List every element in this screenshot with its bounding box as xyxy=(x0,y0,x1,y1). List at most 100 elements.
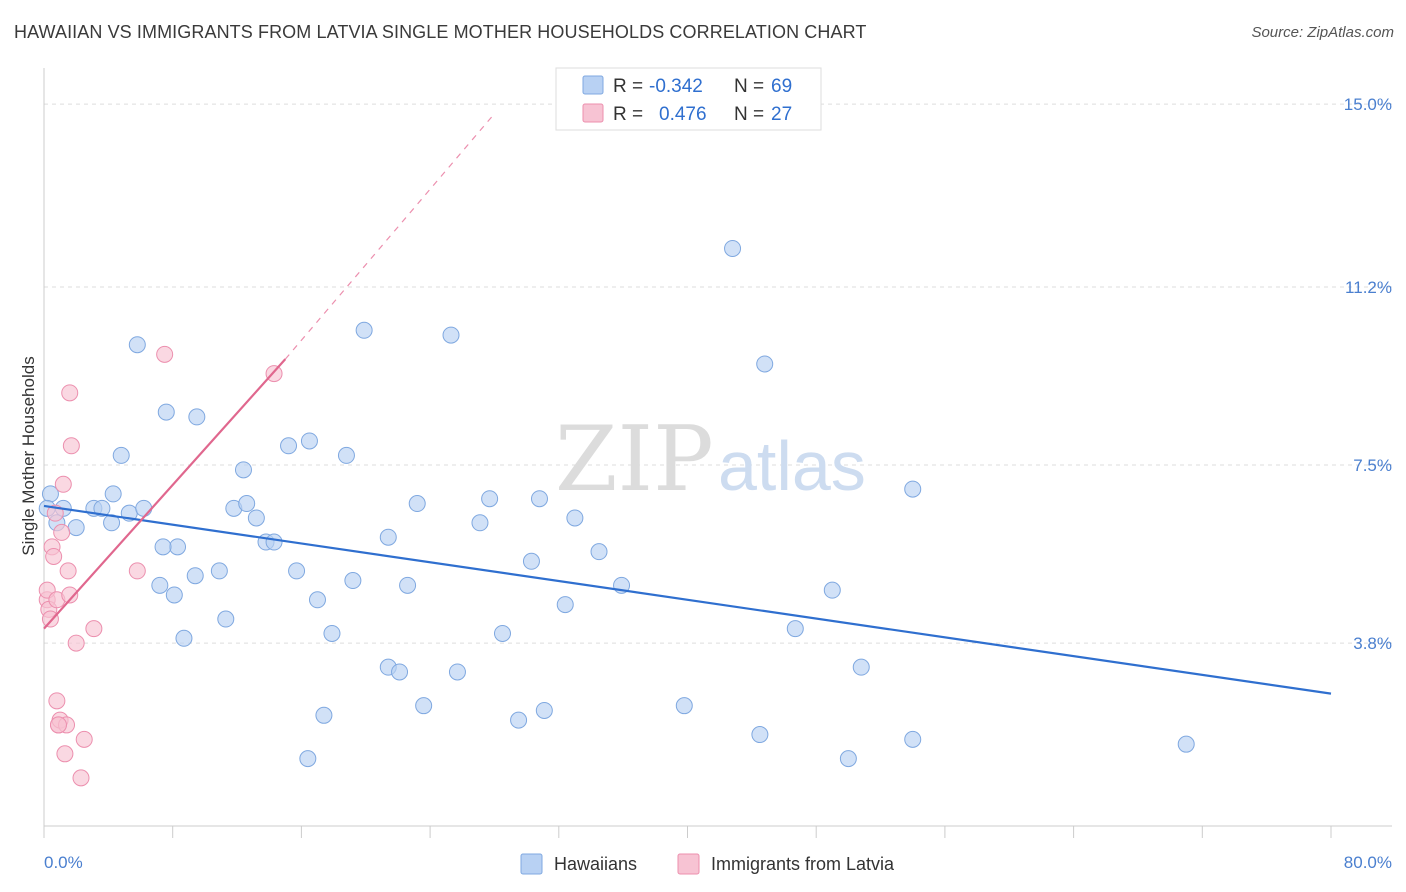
x-tick-label-min: 0.0% xyxy=(44,853,83,872)
point-hawaiians xyxy=(399,576,417,594)
point-hawaiians xyxy=(234,461,252,479)
point-hawaiians xyxy=(724,239,742,257)
point-latvia xyxy=(49,716,67,734)
point-latvia xyxy=(156,345,174,363)
y-tick-label: 15.0% xyxy=(1344,95,1392,114)
point-hawaiians xyxy=(556,596,574,614)
bottom-legend-label-latvia: Immigrants from Latvia xyxy=(711,854,895,874)
trend-line-hawaiians xyxy=(43,504,1332,695)
point-hawaiians xyxy=(530,490,548,508)
y-tick-label: 7.5% xyxy=(1353,456,1392,475)
point-latvia xyxy=(85,620,103,638)
point-latvia xyxy=(45,547,63,565)
point-hawaiians xyxy=(154,538,172,556)
point-hawaiians xyxy=(300,432,318,450)
y-axis-label: Single Mother Households xyxy=(19,356,38,555)
point-hawaiians xyxy=(210,562,228,580)
legend-r-value-1: -0.342 xyxy=(649,76,703,97)
point-hawaiians xyxy=(288,562,306,580)
point-hawaiians xyxy=(442,326,460,344)
legend-swatch-blue xyxy=(582,75,604,95)
point-hawaiians xyxy=(217,610,235,628)
point-latvia xyxy=(54,475,72,493)
point-hawaiians xyxy=(238,495,256,513)
legend-n-label-1: N = xyxy=(734,76,764,97)
point-hawaiians xyxy=(391,663,409,681)
point-hawaiians xyxy=(188,408,206,426)
point-hawaiians xyxy=(265,533,283,551)
point-latvia xyxy=(75,730,93,748)
point-hawaiians xyxy=(151,576,169,594)
x-tick-label-max: 80.0% xyxy=(1344,853,1392,872)
point-hawaiians xyxy=(786,620,804,638)
point-latvia xyxy=(67,634,85,652)
y-tick-label: 3.8% xyxy=(1353,634,1392,653)
trend-line-latvia-extension xyxy=(284,113,495,360)
point-hawaiians xyxy=(344,572,362,590)
point-hawaiians xyxy=(299,750,317,768)
point-hawaiians xyxy=(247,509,265,527)
point-hawaiians xyxy=(175,629,193,647)
axes xyxy=(43,68,1392,838)
legend-swatch-pink xyxy=(582,103,604,123)
point-hawaiians xyxy=(323,624,341,642)
y-tick-label: 11.2% xyxy=(1345,278,1392,297)
series-latvia-points xyxy=(38,345,283,787)
point-hawaiians xyxy=(493,624,511,642)
point-hawaiians xyxy=(535,701,553,719)
point-hawaiians xyxy=(852,658,870,676)
y-tick-labels: 3.8% 7.5% 11.2% 15.0% xyxy=(1344,95,1392,653)
trend-lines xyxy=(43,113,1332,695)
point-hawaiians xyxy=(315,706,333,724)
point-hawaiians xyxy=(104,485,122,503)
point-latvia xyxy=(59,562,77,580)
point-hawaiians xyxy=(756,355,774,373)
chart-title: HAWAIIAN VS IMMIGRANTS FROM LATVIA SINGL… xyxy=(14,22,867,42)
bottom-legend-swatch-hawaiians xyxy=(520,853,543,875)
point-latvia xyxy=(41,610,59,628)
legend-n-label-2: N = xyxy=(734,104,764,125)
series-hawaiians-points xyxy=(38,239,1195,768)
point-hawaiians xyxy=(448,663,466,681)
point-hawaiians xyxy=(67,519,85,537)
point-hawaiians xyxy=(128,336,146,354)
point-hawaiians xyxy=(904,730,922,748)
point-hawaiians xyxy=(415,697,433,715)
point-hawaiians xyxy=(590,543,608,561)
bottom-legend-label-hawaiians: Hawaiians xyxy=(554,854,637,874)
legend-r-label-2: R = xyxy=(613,104,643,125)
watermark-atlas: atlas xyxy=(718,427,866,505)
point-latvia xyxy=(56,745,74,763)
point-hawaiians xyxy=(1177,735,1195,753)
point-hawaiians xyxy=(823,581,841,599)
legend-top: R = -0.342 N = 69 R = 0.476 N = 27 xyxy=(555,67,822,131)
point-hawaiians xyxy=(751,726,769,744)
bottom-legend-swatch-latvia xyxy=(677,853,700,875)
watermark: ZIP atlas xyxy=(555,407,866,512)
point-hawaiians xyxy=(408,495,426,513)
point-hawaiians xyxy=(186,567,204,585)
point-hawaiians xyxy=(157,403,175,421)
point-latvia xyxy=(128,562,146,580)
legend-n-value-2: 27 xyxy=(771,104,792,125)
trend-line-latvia xyxy=(43,358,287,630)
point-hawaiians xyxy=(471,514,489,532)
point-hawaiians xyxy=(280,437,298,455)
point-hawaiians xyxy=(675,697,693,715)
point-latvia xyxy=(53,523,71,541)
point-hawaiians xyxy=(481,490,499,508)
legend-r-label-1: R = xyxy=(613,76,643,97)
point-latvia xyxy=(48,692,66,710)
point-hawaiians xyxy=(165,586,183,604)
legend-r-value-2: 0.476 xyxy=(659,104,707,125)
point-hawaiians xyxy=(510,711,528,729)
legend-n-value-1: 69 xyxy=(771,76,792,97)
point-hawaiians xyxy=(308,591,326,609)
point-hawaiians xyxy=(355,321,373,339)
point-hawaiians xyxy=(169,538,187,556)
point-latvia xyxy=(62,437,80,455)
watermark-zip: ZIP xyxy=(555,407,714,512)
point-latvia xyxy=(72,769,90,787)
point-latvia xyxy=(61,586,79,604)
point-hawaiians xyxy=(566,509,584,527)
